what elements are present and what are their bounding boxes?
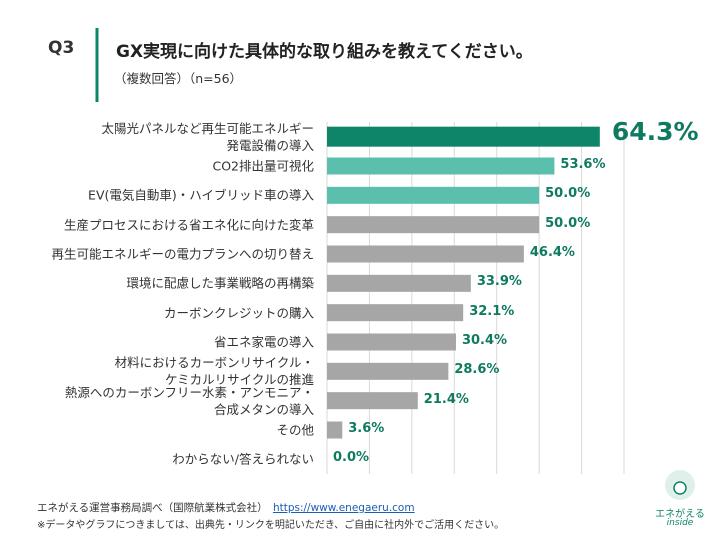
y-tick-label: 生産プロセスにおける省エネ化に向けた変革	[63, 217, 314, 233]
value-label: 30.4%	[461, 333, 508, 348]
y-tick-label: わからない/答えられない	[172, 451, 314, 467]
logo-name: エネがえる	[655, 509, 705, 520]
value-label: 46.4%	[529, 245, 575, 260]
bar	[327, 362, 449, 380]
value-label: 21.4%	[423, 391, 469, 407]
subtitle: （複数回答）（n=56）	[114, 71, 243, 86]
y-tick-label: カーボンクレジットの購入	[163, 305, 314, 321]
bar	[327, 216, 540, 234]
bar	[327, 274, 471, 292]
logo-icon	[673, 481, 687, 495]
value-label: 0.0%	[333, 450, 370, 466]
link[interactable]: https://www.enegaeru.com	[272, 502, 415, 514]
value-label: 28.6%	[454, 362, 500, 378]
y-tick-label: EV(電気自動車)・ハイブリッド車の導入	[88, 187, 314, 203]
logo-sub: inside	[666, 518, 694, 528]
bar	[327, 421, 343, 439]
value-label: 50.0%	[545, 215, 591, 231]
y-tick-label: 熱源へのカーボンフリー水素・アンモニア・ 合成メタンの導入	[64, 384, 314, 417]
y-tick-label: その他	[276, 422, 314, 438]
bar	[327, 186, 540, 204]
bar	[327, 304, 464, 322]
bar	[327, 333, 456, 351]
bar	[327, 157, 555, 175]
source-text: エネがえる運営事務局調べ（国際航業株式会社）	[37, 502, 263, 514]
note: ※データやグラフにつきましては、出典先・リンクを明記いただき、ご自由に社内外でご…	[37, 520, 505, 531]
question-label: Q3	[48, 38, 75, 58]
value-label: 50.0%	[545, 186, 591, 202]
y-tick-label: 材料におけるカーボンリサイクル・ ケミカルリサイクルの推進	[114, 355, 314, 388]
value-label: 53.6%	[560, 157, 606, 172]
value-label: 64.3%	[611, 116, 699, 146]
bar	[327, 392, 418, 410]
value-label: 3.6%	[348, 421, 385, 436]
value-label: 32.1%	[469, 303, 515, 319]
y-tick-label: 省エネ家電の導入	[213, 334, 314, 350]
value-label: 33.9%	[476, 274, 522, 290]
y-tick-label: 太陽光パネルなど再生可能エネルギー 発電設備の導入	[101, 120, 314, 153]
title: GX実現に向けた具体的な取り組みを教えてください。	[116, 42, 533, 62]
y-tick-label: 再生可能エネルギーの電力プランへの切り替え	[51, 246, 314, 262]
source: エネがえる運営事務局調べ（国際航業株式会社） https://www.enega…	[37, 500, 415, 515]
bar	[327, 126, 600, 147]
y-tick-label: CO2排出量可視化	[212, 158, 314, 174]
bar	[327, 245, 524, 263]
y-tick-label: 環境に配慮した事業戦略の再構築	[126, 275, 314, 291]
